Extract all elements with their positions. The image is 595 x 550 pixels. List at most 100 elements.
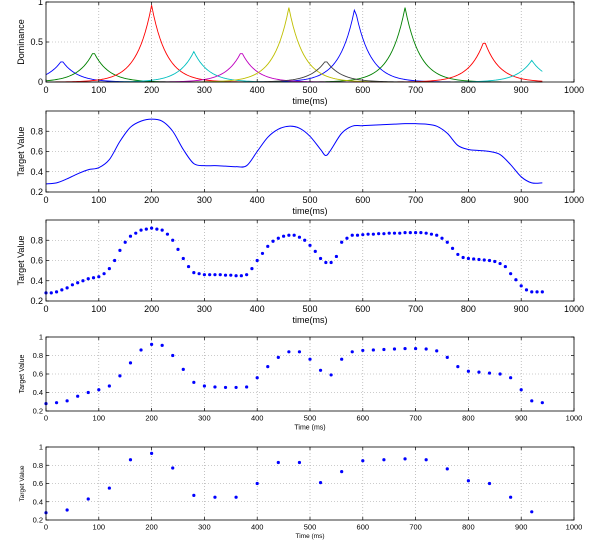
data-point (144, 227, 148, 231)
data-point (139, 228, 143, 232)
x-tick-label: 800 (461, 195, 476, 205)
data-point (234, 385, 238, 390)
y-tick-label: 0.8 (33, 461, 43, 470)
data-point (186, 264, 191, 269)
x-tick-label: 400 (251, 414, 264, 423)
x-tick-label: 600 (357, 414, 370, 423)
data-point (192, 493, 196, 497)
data-point (292, 233, 296, 237)
data-point (255, 481, 259, 486)
data-point (297, 350, 302, 354)
chart-panel-1: 0 100 200 300 400 500 600 700 800 900 1000 0 0.5 1 tim… (16, 0, 584, 106)
y-tick-label: 0.6 (33, 370, 43, 379)
data-point (477, 257, 481, 262)
data-point (276, 236, 280, 240)
x-tick-label: 700 (408, 195, 423, 205)
x-tick-label: 500 (304, 414, 317, 423)
data-point (461, 255, 465, 260)
y-tick-label: 0.2 (30, 187, 43, 197)
data-point (456, 365, 460, 369)
data-point (530, 399, 534, 403)
data-point (107, 486, 111, 490)
data-point (466, 479, 470, 483)
data-point (419, 231, 423, 235)
x-tick-label: 0 (44, 523, 48, 532)
data-point (208, 273, 212, 277)
data-point (361, 348, 365, 353)
x-tick-label: 800 (462, 523, 475, 532)
x-tick-label: 900 (514, 195, 529, 205)
data-point (377, 232, 381, 236)
y-tick-label: 0.2 (33, 407, 43, 416)
data-point (255, 376, 259, 380)
data-point (313, 249, 317, 253)
data-point (361, 459, 365, 463)
data-point (91, 276, 96, 280)
data-point (255, 258, 259, 263)
data-point (498, 372, 502, 376)
y-tick-label: 1 (38, 0, 43, 7)
y-axis-label: Target Value (19, 355, 26, 394)
data-point (361, 233, 365, 237)
x-tick-label: 200 (145, 523, 158, 532)
data-point (282, 234, 286, 238)
data-point (371, 348, 375, 352)
chart-panel-3: 0 100 200 300 400 500 600 700 800 900 1000 0.2 0.4 0.… (16, 219, 584, 325)
data-point (54, 401, 59, 405)
data-point (530, 290, 534, 294)
data-point (266, 365, 270, 369)
y-tick-label: 1 (39, 333, 43, 342)
y-tick-label: 0.4 (30, 276, 43, 286)
x-tick-label: 1000 (564, 304, 584, 314)
y-tick-label: 0.8 (33, 351, 43, 360)
data-point (408, 231, 412, 235)
x-tick-label: 200 (145, 414, 158, 423)
data-point (487, 481, 492, 486)
data-point (223, 273, 228, 277)
x-tick-label: 400 (250, 85, 265, 95)
data-point (509, 495, 513, 499)
data-point (445, 240, 449, 244)
data-point (266, 244, 270, 248)
y-axis-label: Target Value (16, 127, 26, 177)
y-tick-label: 1 (39, 443, 43, 452)
data-point (192, 271, 196, 275)
y-axis-label: Target Value (19, 465, 26, 501)
data-point (392, 231, 397, 235)
data-point (445, 355, 449, 359)
data-point (192, 380, 196, 384)
data-point (176, 247, 180, 251)
data-point (414, 231, 418, 235)
x-tick-label: 500 (302, 304, 317, 314)
data-point (424, 231, 428, 235)
x-tick-label: 900 (514, 85, 529, 95)
x-tick-label: 400 (251, 523, 264, 532)
x-tick-label: 900 (514, 304, 529, 314)
y-tick-label: 0.2 (30, 296, 43, 306)
data-point (60, 288, 64, 292)
data-point (540, 401, 544, 405)
data-point (70, 283, 74, 287)
data-point (382, 458, 386, 462)
data-point (81, 279, 85, 283)
x-axis-label: time(ms) (293, 315, 328, 325)
data-point (303, 238, 307, 242)
data-point (340, 240, 344, 244)
target-line (45, 118, 543, 185)
x-tick-label: 200 (144, 195, 159, 205)
data-point (128, 458, 133, 462)
data-point (435, 233, 439, 237)
data-point (435, 349, 439, 353)
x-tick-label: 100 (93, 523, 106, 532)
data-point (276, 460, 280, 465)
data-point (128, 361, 133, 365)
x-tick-label: 600 (355, 304, 370, 314)
x-tick-label: 0 (43, 195, 48, 205)
data-point (171, 466, 175, 470)
data-point (118, 374, 122, 378)
x-tick-label: 800 (462, 414, 475, 423)
data-point (519, 284, 523, 288)
data-point (324, 260, 328, 265)
x-tick-label: 1000 (566, 523, 583, 532)
